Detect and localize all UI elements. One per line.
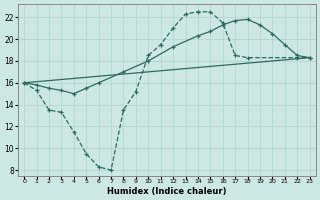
- X-axis label: Humidex (Indice chaleur): Humidex (Indice chaleur): [107, 187, 227, 196]
